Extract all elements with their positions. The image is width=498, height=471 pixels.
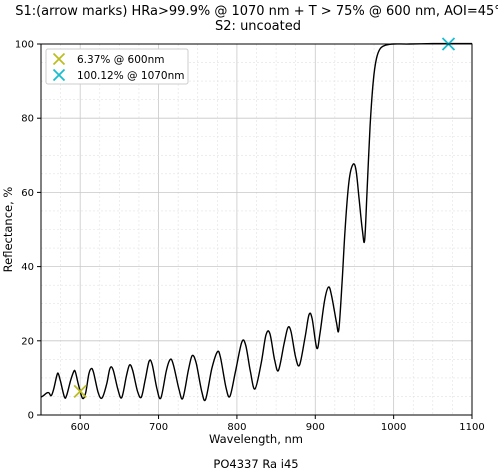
x-tick-label: 700 bbox=[149, 422, 168, 433]
y-tick-label: 60 bbox=[21, 188, 34, 199]
plot-lines bbox=[40, 42, 472, 402]
chart-title-line1: S1:(arrow marks) HRa>99.9% @ 1070 nm + T… bbox=[15, 4, 498, 19]
x-tick-label: 800 bbox=[227, 422, 246, 433]
legend-marker-stroke bbox=[52, 68, 66, 82]
legend: 6.37% @ 600nm 100.12% @ 1070nm bbox=[45, 48, 189, 85]
axis-ticks: 600 700 800 900 1000 1100 0 20 40 60 80 100 bbox=[15, 40, 485, 434]
data-marker bbox=[73, 384, 87, 399]
plot-frame bbox=[40, 43, 473, 416]
y-tick-label: 80 bbox=[21, 114, 34, 125]
footer-label: PO4337 Ra i45 bbox=[213, 457, 298, 471]
data-marker-stroke bbox=[73, 384, 87, 399]
legend-box bbox=[45, 48, 189, 85]
legend-marker-stroke bbox=[52, 52, 66, 66]
y-axis-label: Reflectance, % bbox=[1, 187, 15, 273]
y-tick-label: 0 bbox=[28, 411, 34, 422]
grid bbox=[41, 44, 472, 415]
chart-title-line2: S2: uncoated bbox=[215, 19, 301, 34]
x-tick-label: 600 bbox=[71, 422, 90, 433]
y-tick-label: 40 bbox=[21, 262, 34, 273]
x-tick-label: 1000 bbox=[381, 422, 406, 433]
x-axis-label: Wavelength, nm bbox=[209, 432, 303, 446]
y-tick-label: 20 bbox=[21, 336, 34, 347]
legend-label: 100.12% @ 1070nm bbox=[77, 70, 185, 82]
legend-marker bbox=[52, 52, 66, 66]
legend-label: 6.37% @ 600nm bbox=[77, 54, 164, 66]
x-tick-label: 900 bbox=[306, 422, 325, 433]
legend-marker bbox=[52, 68, 66, 82]
y-tick-label: 100 bbox=[15, 40, 34, 51]
x-tick-label: 1100 bbox=[459, 422, 484, 433]
series-line bbox=[40, 42, 472, 402]
